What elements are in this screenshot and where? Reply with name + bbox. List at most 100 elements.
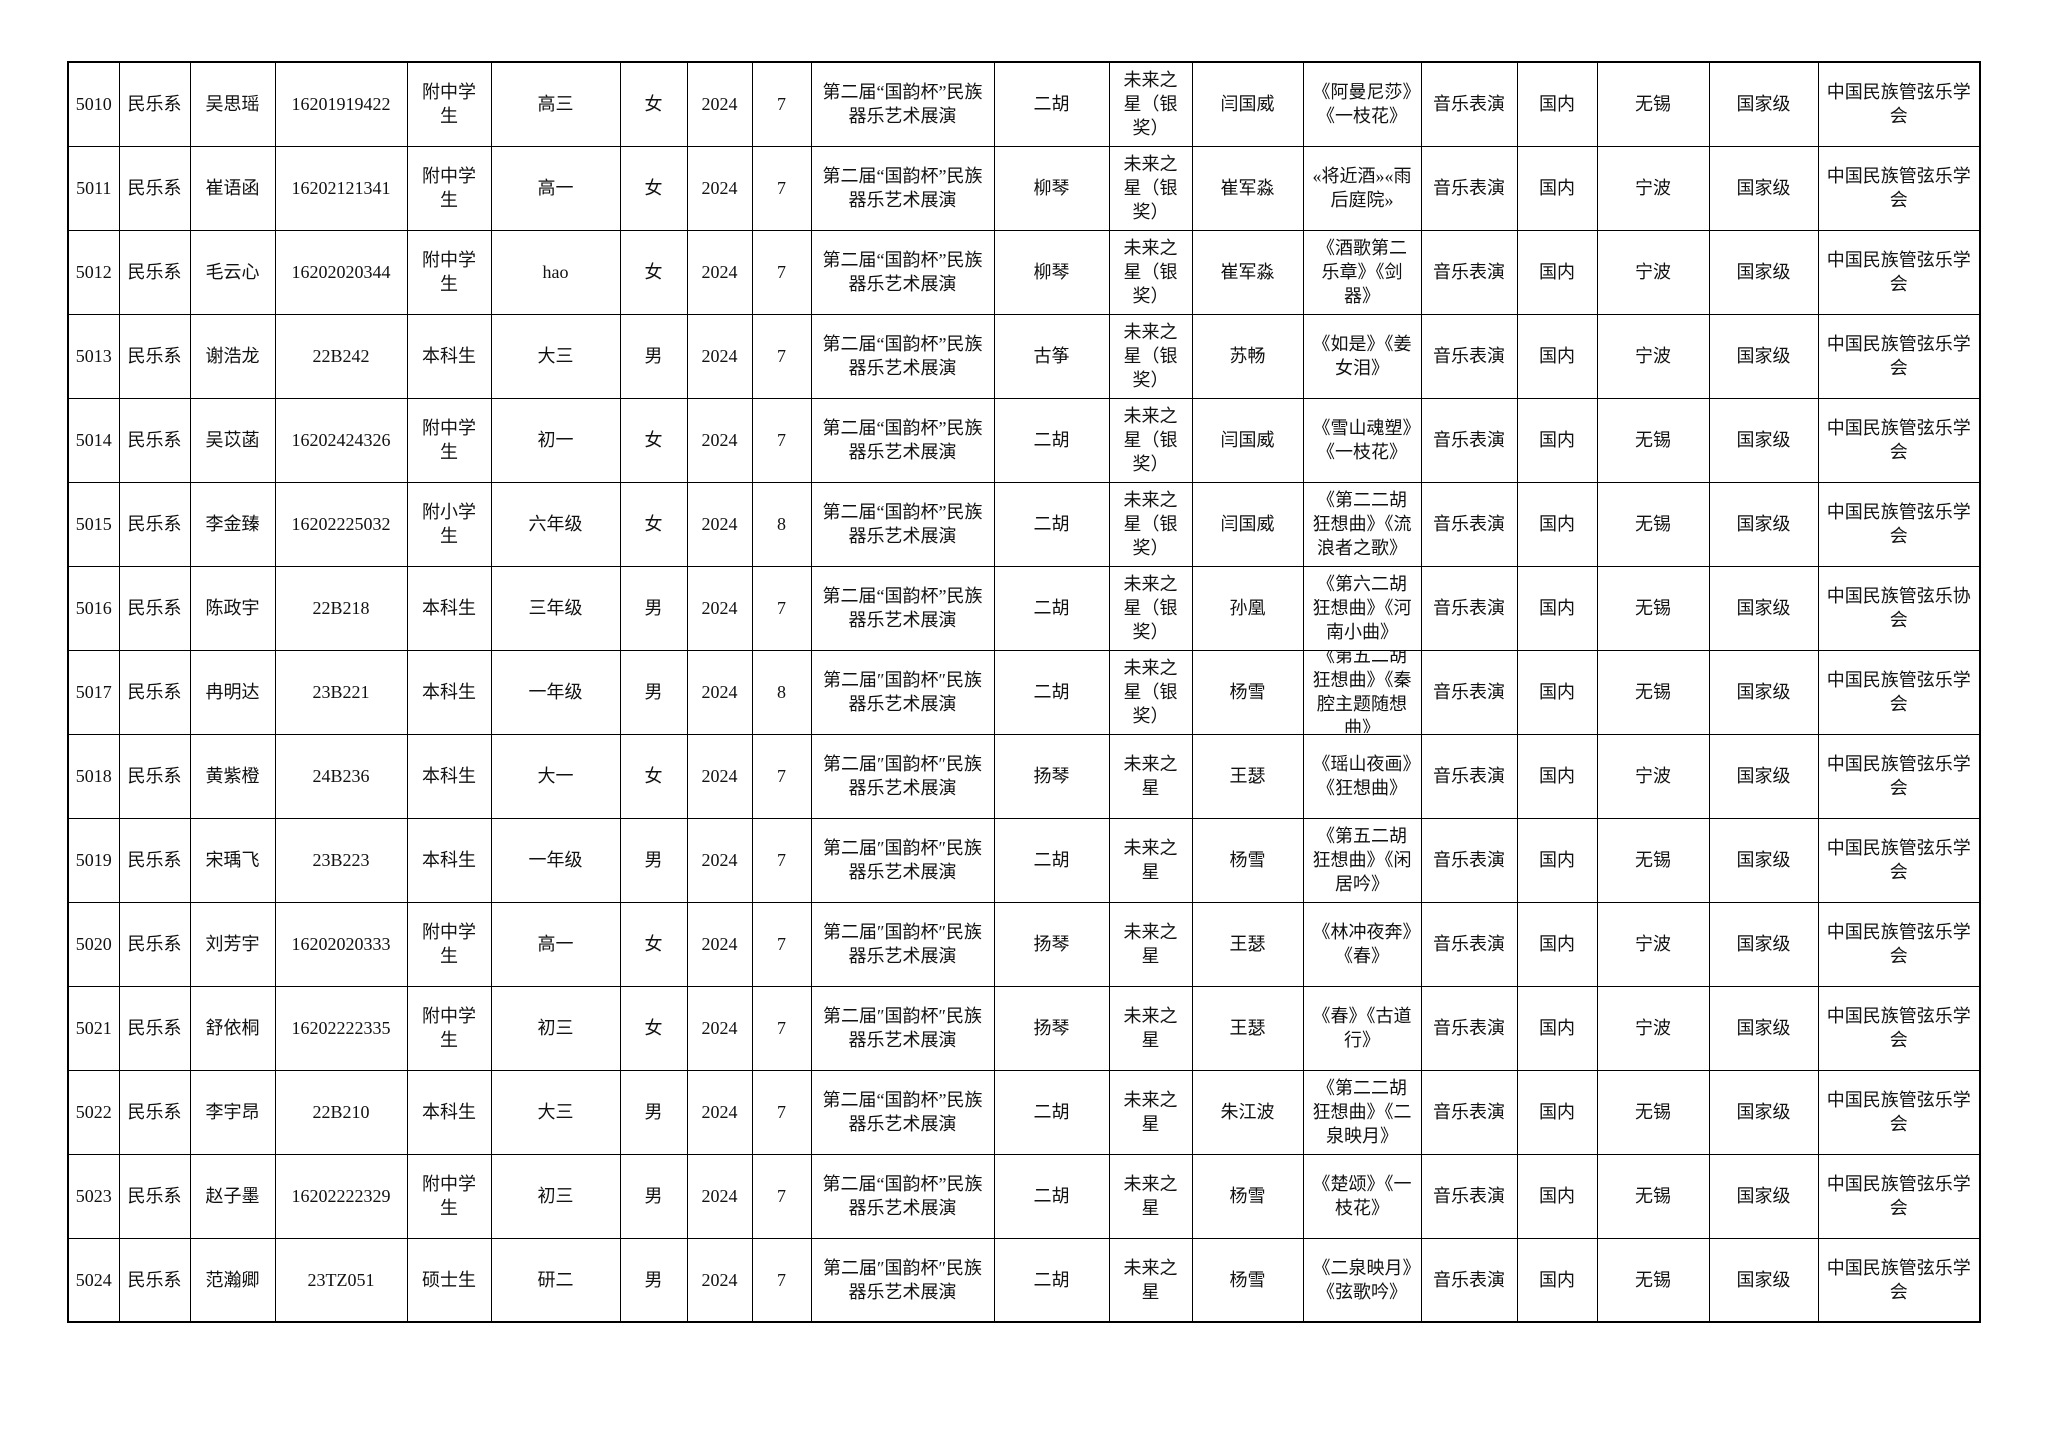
cell-organizer: 中国民族管弦乐学会: [1817, 1237, 1981, 1323]
cell-works: 《林冲夜奔》《春》: [1302, 901, 1422, 987]
cell-category: 音乐表演: [1420, 649, 1518, 735]
cell-region: 国内: [1516, 145, 1598, 231]
cell-year: 2024: [686, 397, 753, 483]
cell-name: 冉明达: [189, 649, 276, 735]
cell-category: 音乐表演: [1420, 481, 1518, 567]
cell-year: 2024: [686, 901, 753, 987]
level-text: 国家级: [1736, 682, 1791, 702]
cell-gender: 女: [619, 985, 688, 1071]
cell-works: 《第六二胡狂想曲》《河南小曲》: [1302, 565, 1422, 651]
cell-city: 宁波: [1596, 733, 1710, 819]
department-text: 民乐系: [127, 934, 182, 954]
gender-text: 女: [644, 1018, 663, 1038]
name-text: 吴思瑶: [205, 94, 260, 115]
cell-competition: 第二届“国韵杯”民族器乐艺术展演: [810, 313, 995, 399]
cell-competition: 第二届“国韵杯”民族器乐艺术展演: [810, 61, 995, 147]
level-text: 国家级: [1736, 1018, 1791, 1038]
cell-department: 民乐系: [118, 985, 191, 1071]
cell-grade: hao: [490, 229, 621, 315]
grade-text: 大三: [537, 346, 574, 366]
level-text: 国家级: [1736, 1269, 1791, 1290]
region-text: 国内: [1539, 346, 1575, 366]
table-row: 5012 民乐系 毛云心 16202020344 附中学生 hao 女 2024 7 第二届“国韵…: [67, 229, 1981, 315]
level-text: 国家级: [1736, 430, 1791, 450]
table-body: 5010 民乐系 吴思瑶 16201919422 附中学生 高三女 2024 7 第二届“国韵杯…: [67, 61, 1981, 1323]
cell-organizer: 中国民族管弦乐学会: [1817, 733, 1981, 819]
category-text: 音乐表演: [1433, 178, 1505, 198]
cell-works: 《第二二胡狂想曲》《二泉映月》: [1302, 1069, 1422, 1155]
works-text: 《雪山魂塑》《一枝花》: [1312, 418, 1412, 462]
gender-text: 女: [644, 430, 663, 450]
works-text: 《第二二胡狂想曲》《二泉映月》: [1312, 1078, 1412, 1146]
grade-text: 初三: [537, 1018, 574, 1038]
cell-organizer: 中国民族管弦乐学会: [1817, 1069, 1981, 1155]
teacher-text: 朱江波: [1220, 1102, 1275, 1122]
gender-text: 男: [644, 1186, 663, 1206]
city-text: 无锡: [1635, 598, 1671, 618]
cell-id: 5022: [67, 1069, 120, 1155]
cell-month: 7: [751, 985, 812, 1071]
cell-name: 范瀚卿: [189, 1237, 276, 1323]
cell-organizer: 中国民族管弦乐学会: [1817, 313, 1981, 399]
cell-year: 2024: [686, 61, 753, 147]
department-text: 民乐系: [127, 1269, 182, 1290]
level-text: 国家级: [1736, 262, 1791, 282]
cell-gender: 女: [619, 145, 688, 231]
cell-works: 《二泉映月》《弦歌吟》: [1302, 1237, 1422, 1323]
cell-competition: 第二届“国韵杯”民族器乐艺术展演: [810, 1153, 995, 1239]
works-text: 《第六二胡狂想曲》《河南小曲》: [1312, 574, 1412, 642]
category-text: 音乐表演: [1433, 262, 1505, 282]
table-row: 5024 民乐系 范瀚卿 23TZ051 硕士生 研二 男 2024 7 第二届″国韵杯″民族器乐…: [67, 1237, 1981, 1323]
cell-id: 5024: [67, 1237, 120, 1323]
cell-grade: 一年级: [490, 817, 621, 903]
city-text: 无锡: [1635, 1269, 1671, 1290]
cell-instrument: 古筝: [993, 313, 1110, 399]
category-text: 音乐表演: [1433, 514, 1505, 534]
works-text: 《春》《古道行》: [1312, 1006, 1412, 1050]
student-type-text: 附中学生: [422, 1174, 476, 1218]
organizer-text: 中国民族管弦乐学会: [1826, 250, 1971, 294]
competition-text: 第二届“国韵杯”民族器乐艺术展演: [822, 82, 983, 127]
id-text: 5013: [75, 346, 112, 366]
cell-works: 《第二二胡狂想曲》《流浪者之歌》: [1302, 481, 1422, 567]
cell-teacher: 闫国威: [1191, 397, 1304, 483]
region-text: 国内: [1539, 1269, 1575, 1290]
gender-text: 女: [644, 178, 663, 198]
instrument-text: 二胡: [1033, 1269, 1070, 1290]
competition-text: 第二届“国韵杯”民族器乐艺术展演: [822, 502, 983, 546]
name-text: 陈政宇: [205, 598, 260, 618]
cell-competition: 第二届“国韵杯”民族器乐艺术展演: [810, 565, 995, 651]
cell-category: 音乐表演: [1420, 145, 1518, 231]
city-text: 无锡: [1635, 682, 1671, 702]
city-text: 宁波: [1635, 934, 1671, 954]
year-text: 2024: [701, 178, 738, 198]
month-text: 7: [777, 934, 786, 954]
region-text: 国内: [1539, 1186, 1575, 1206]
student-no-text: 23B223: [312, 850, 370, 870]
cell-gender: 男: [619, 313, 688, 399]
gender-text: 男: [644, 1269, 663, 1290]
cell-works: «将近酒»«雨后庭院»: [1302, 145, 1422, 231]
region-text: 国内: [1539, 262, 1575, 282]
grade-text: 高一: [537, 178, 574, 198]
award-text: 未来之星: [1123, 1090, 1178, 1134]
name-text: 冉明达: [205, 682, 260, 702]
student-type-text: 附中学生: [422, 1006, 476, 1050]
cell-instrument: 二胡: [993, 481, 1110, 567]
cell-grade: 初一: [490, 397, 621, 483]
year-text: 2024: [701, 766, 738, 786]
organizer-text: 中国民族管弦乐学会: [1826, 1257, 1971, 1302]
id-text: 5016: [75, 598, 112, 618]
cell-teacher: 杨雪: [1191, 1237, 1304, 1323]
table-row: 5015 民乐系 李金臻 16202225032 附小学生 六年级 女 2024 8 第二届“国韵…: [67, 481, 1981, 567]
cell-category: 音乐表演: [1420, 817, 1518, 903]
cell-award: 未来之星（银奖）: [1108, 565, 1193, 651]
cell-grade: 大一: [490, 733, 621, 819]
instrument-text: 扬琴: [1033, 1018, 1070, 1038]
student-type-text: 附中学生: [422, 418, 476, 462]
cell-gender: 女: [619, 229, 688, 315]
cell-student-type: 附中学生: [406, 397, 492, 483]
department-text: 民乐系: [127, 346, 182, 366]
competition-text: 第二届″国韵杯″民族器乐艺术展演: [823, 922, 982, 966]
teacher-text: 王瑟: [1229, 766, 1266, 786]
